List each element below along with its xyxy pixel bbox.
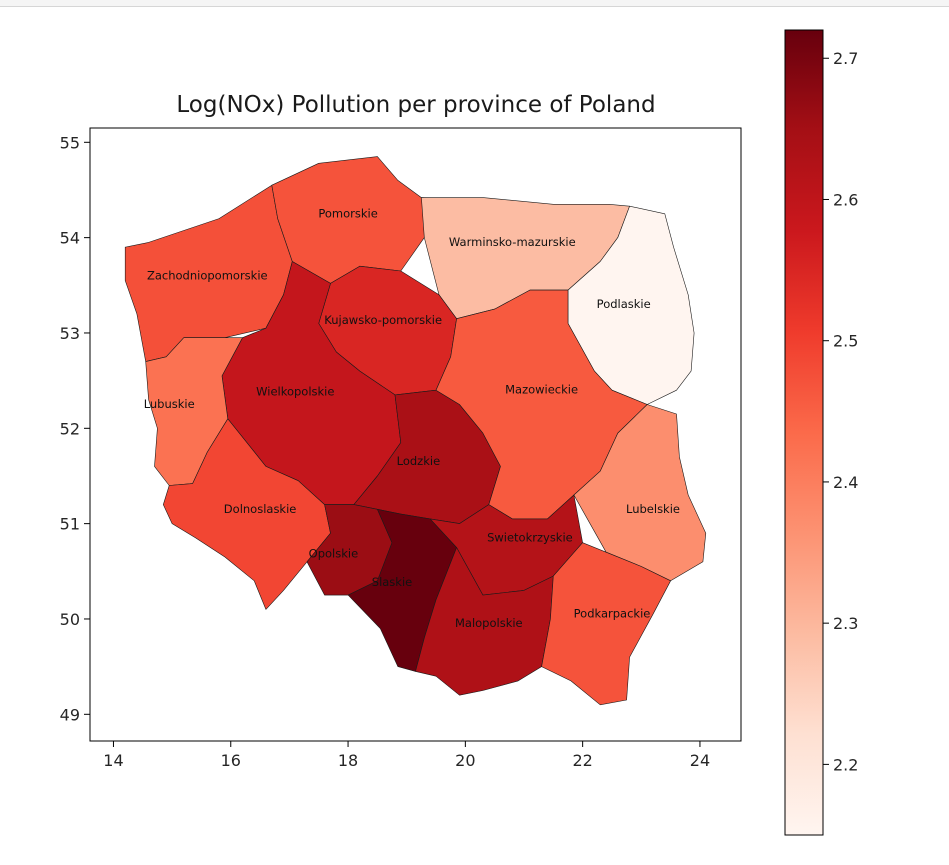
colorbar-axis: 2.2 2.3 2.4 2.5 2.6 2.7 xyxy=(823,49,858,774)
y-axis: 49 50 51 52 53 54 55 xyxy=(60,133,90,724)
y-tick-label: 55 xyxy=(60,133,80,152)
region-label-warminsko-mazurskie: Warminsko-mazurskie xyxy=(449,235,576,249)
y-tick-label: 49 xyxy=(60,705,80,724)
region-label-swietokrzyskie: Swietokrzyskie xyxy=(487,530,573,544)
colorbar-tick-label: 2.3 xyxy=(833,614,858,633)
chart-title: Log(NOx) Pollution per province of Polan… xyxy=(176,92,655,118)
x-tick-label: 14 xyxy=(103,751,123,770)
axes-frame xyxy=(89,127,742,742)
colorbar xyxy=(784,29,824,836)
y-tick-label: 53 xyxy=(60,324,80,343)
region-label-opolskie: Opolskie xyxy=(309,547,359,561)
region-label-kujawsko-pomorskie: Kujawsko-pomorskie xyxy=(324,313,442,327)
x-tick-label: 22 xyxy=(572,751,592,770)
region-label-lubuskie: Lubuskie xyxy=(144,397,195,411)
y-tick-label: 50 xyxy=(60,610,80,629)
colorbar-tick-label: 2.5 xyxy=(833,332,858,351)
region-label-malopolskie: Malopolskie xyxy=(455,616,523,630)
region-label-lodzkie: Lodzkie xyxy=(397,454,441,468)
region-label-podkarpackie: Podkarpackie xyxy=(574,607,651,621)
region-podkarpackie xyxy=(541,542,671,706)
y-tick-label: 52 xyxy=(60,419,80,438)
region-label-lubelskie: Lubelskie xyxy=(626,502,680,516)
region-label-dolnoslaskie: Dolnoslaskie xyxy=(224,502,297,516)
province-labels: Zachodniopomorskie Pomorskie Warminsko-maz… xyxy=(144,206,680,630)
region-label-slaskie: Slaskie xyxy=(372,575,412,589)
colorbar-tick-label: 2.4 xyxy=(833,473,858,492)
x-tick-label: 24 xyxy=(690,751,710,770)
y-tick-label: 54 xyxy=(60,229,80,248)
top-toolbar-strip xyxy=(0,0,949,7)
province-regions xyxy=(124,156,707,706)
x-tick-label: 18 xyxy=(338,751,358,770)
region-label-wielkopolskie: Wielkopolskie xyxy=(256,385,334,399)
colorbar-tick-label: 2.2 xyxy=(833,755,858,774)
region-label-pomorskie: Pomorskie xyxy=(318,206,377,220)
y-tick-label: 51 xyxy=(60,515,80,534)
colorbar-tick-label: 2.6 xyxy=(833,190,858,209)
region-label-zachodniopomorskie: Zachodniopomorskie xyxy=(147,268,268,282)
region-label-mazowieckie: Mazowieckie xyxy=(505,383,578,397)
region-label-podlaskie: Podlaskie xyxy=(597,297,651,311)
x-axis: 14 16 18 20 22 24 xyxy=(103,741,710,770)
colorbar-tick-label: 2.7 xyxy=(833,49,858,68)
x-tick-label: 16 xyxy=(221,751,241,770)
x-tick-label: 20 xyxy=(455,751,475,770)
region-malopolskie xyxy=(415,547,554,696)
